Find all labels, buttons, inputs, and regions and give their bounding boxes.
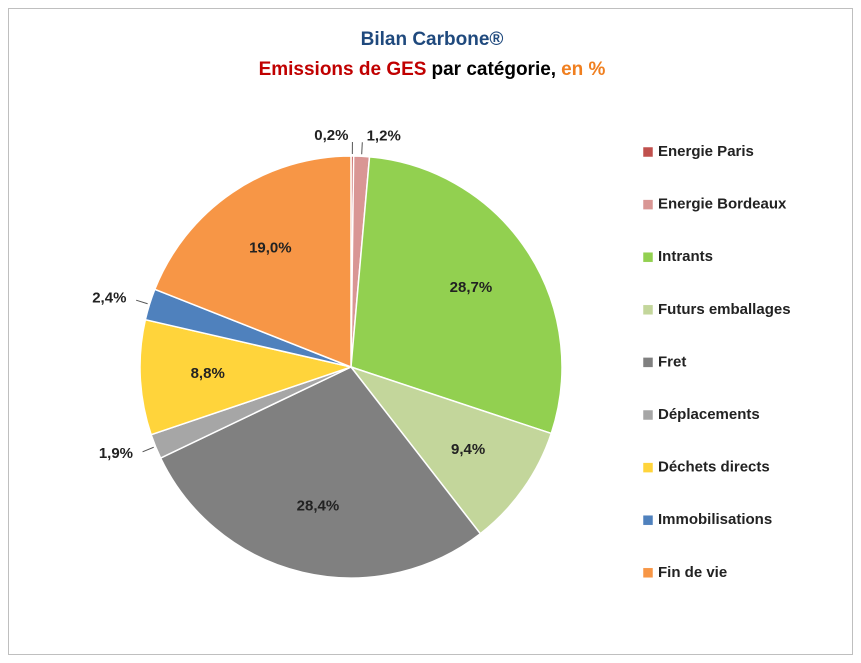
- legend-label: Immobilisations: [658, 511, 772, 528]
- leader-line: [142, 446, 154, 453]
- legend-label: Déchets directs: [658, 459, 770, 476]
- pie-slice: [159, 366, 482, 579]
- legend-label: Energie Paris: [658, 143, 754, 160]
- legend-label: Energie Bordeaux: [658, 196, 787, 213]
- pie-slice: [350, 156, 563, 435]
- legend-swatch: [642, 146, 654, 158]
- legend-swatch: [642, 409, 654, 421]
- data-label: 9,4%: [451, 441, 485, 458]
- data-label: 0,2%: [314, 127, 348, 144]
- data-label: 2,4%: [92, 289, 126, 306]
- chart-subtitle: Emissions de GES par catégorie, en %: [259, 59, 606, 80]
- data-label: 28,4%: [297, 498, 340, 515]
- legend-swatch: [642, 567, 654, 579]
- subtitle-part: par catégorie,: [431, 59, 556, 80]
- legend-swatch: [642, 199, 654, 210]
- legend-swatch: [642, 357, 654, 368]
- subtitle-part: Emissions de GES: [259, 59, 427, 80]
- leader-line: [361, 142, 363, 155]
- legend-swatch: [642, 514, 654, 526]
- legend-label: Fret: [658, 353, 686, 370]
- data-label: 1,9%: [99, 445, 133, 462]
- leader-line: [136, 299, 148, 305]
- pie-slice: [139, 318, 354, 436]
- pie-slice: [348, 365, 553, 535]
- legend-label: Intrants: [658, 248, 713, 265]
- data-label: 19,0%: [249, 239, 292, 256]
- legend-label: Futurs emballages: [658, 301, 791, 318]
- data-label: 1,2%: [367, 127, 401, 144]
- chart-title: Bilan Carbone®: [361, 29, 504, 50]
- legend-label: Déplacements: [658, 406, 760, 423]
- legend-swatch: [642, 462, 654, 473]
- data-label: 8,8%: [191, 365, 225, 382]
- legend-label: Fin de vie: [658, 564, 727, 581]
- data-label: 28,7%: [450, 279, 493, 296]
- legend-swatch: [642, 304, 654, 316]
- subtitle-part: en %: [561, 59, 605, 80]
- pie-slice: [153, 155, 352, 369]
- legend-swatch: [642, 251, 654, 263]
